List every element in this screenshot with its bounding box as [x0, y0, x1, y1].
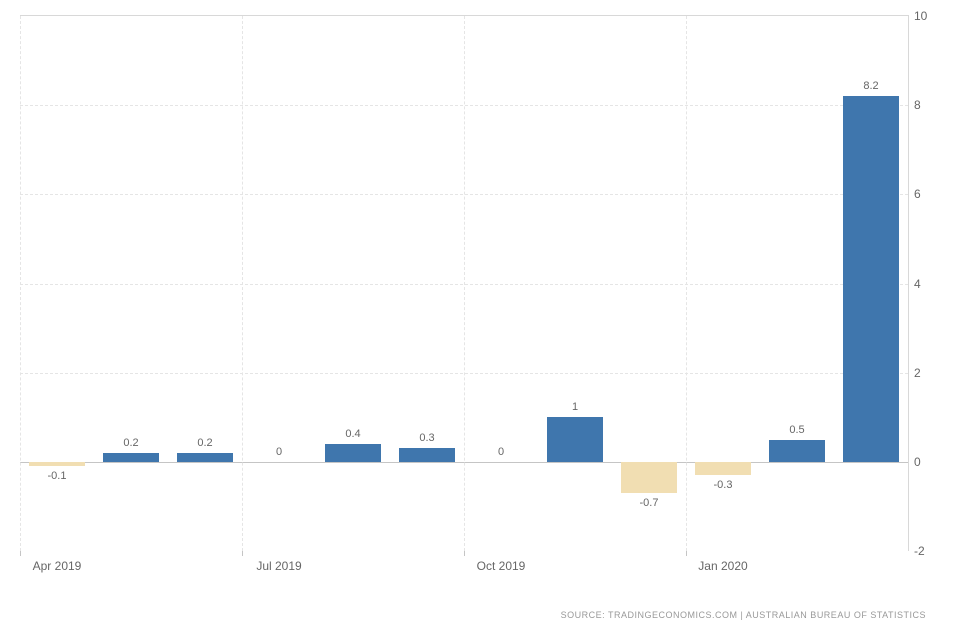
x-tick-mark: [242, 551, 243, 556]
bar: [103, 453, 159, 462]
y-tick-label: 8: [914, 98, 942, 112]
bar-value-label: 1: [572, 401, 578, 413]
plot-area: -20246810Apr 2019Jul 2019Oct 2019Jan 202…: [20, 15, 909, 551]
bar: [695, 462, 751, 475]
bar-value-label: -0.1: [48, 470, 67, 482]
y-tick-label: -2: [914, 544, 942, 558]
gridline-v: [242, 16, 243, 551]
x-tick-mark: [464, 551, 465, 556]
gridline-v: [464, 16, 465, 551]
x-tick-label: Apr 2019: [33, 559, 82, 573]
x-tick-label: Oct 2019: [477, 559, 526, 573]
bar: [29, 462, 85, 466]
bar-value-label: 0: [276, 446, 282, 458]
bar-value-label: 0.5: [789, 424, 804, 436]
bar-value-label: 0.3: [419, 432, 434, 444]
y-tick-label: 0: [914, 455, 942, 469]
bar: [399, 448, 455, 461]
bar-value-label: 0.4: [345, 428, 360, 440]
x-tick-mark: [20, 551, 21, 556]
y-tick-label: 10: [914, 9, 942, 23]
gridline-v: [20, 16, 21, 551]
x-tick-label: Jul 2019: [256, 559, 301, 573]
bar: [769, 440, 825, 462]
bar: [325, 444, 381, 462]
bar-value-label: 0.2: [123, 437, 138, 449]
bar: [843, 96, 899, 462]
bar-value-label: 8.2: [863, 80, 878, 92]
y-tick-label: 2: [914, 366, 942, 380]
y-tick-label: 6: [914, 187, 942, 201]
bar-value-label: 0: [498, 446, 504, 458]
bar: [621, 462, 677, 493]
bar-value-label: -0.7: [640, 497, 659, 509]
bar: [547, 417, 603, 462]
bar-value-label: -0.3: [714, 479, 733, 491]
bar: [177, 453, 233, 462]
source-attribution: SOURCE: TRADINGECONOMICS.COM | AUSTRALIA…: [561, 610, 926, 620]
x-tick-mark: [686, 551, 687, 556]
y-tick-label: 4: [914, 277, 942, 291]
x-tick-label: Jan 2020: [698, 559, 747, 573]
gridline-v: [686, 16, 687, 551]
chart-container: -20246810Apr 2019Jul 2019Oct 2019Jan 202…: [20, 15, 909, 581]
bar-value-label: 0.2: [197, 437, 212, 449]
